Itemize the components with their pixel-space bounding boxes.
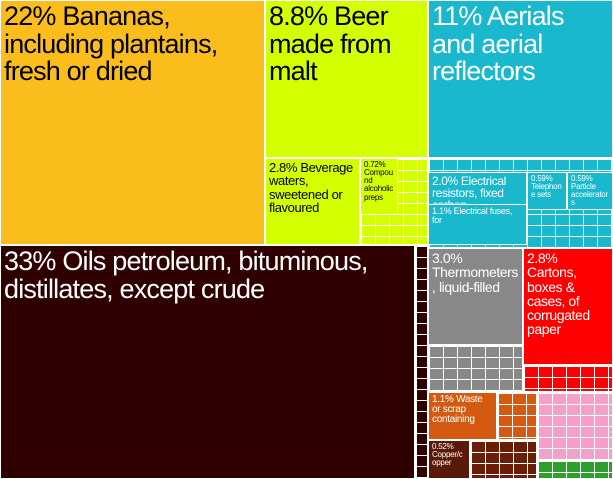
tile: 0.72% Compound alcoholic preps <box>360 158 398 215</box>
tile-label: Copper/copper <box>432 450 463 468</box>
filler <box>470 440 537 479</box>
value-label: 2.0% <box>432 174 458 188</box>
tile: 22% Bananas, including plantains, fresh … <box>0 0 265 245</box>
filler <box>523 365 613 392</box>
tile: 3.0% Thermometers, liquid-filled <box>428 248 523 345</box>
value-label: 0.59% <box>531 174 553 183</box>
tile-label: Thermometers, liquid-filled <box>432 264 518 295</box>
filler <box>428 345 523 392</box>
value-label: 11% <box>432 1 482 31</box>
value-label: 33% <box>4 246 56 276</box>
tile: 0.59% Particle accelerators <box>567 172 613 210</box>
filler <box>497 392 537 440</box>
tile-label: Cartons, boxes & cases, of corrugated pa… <box>527 264 590 338</box>
value-label: 22% <box>4 1 56 31</box>
tile-label: Beverage waters, sweetened or flavoured <box>269 160 353 215</box>
filler <box>537 392 613 460</box>
tile-label: Electrical fuses, for <box>432 206 513 226</box>
tile: 8.8% Beer made from malt <box>265 0 428 158</box>
tile: 33% Oils petroleum, bituminous, distilla… <box>0 245 415 479</box>
tile: 2.8% Cartons, boxes & cases, of corrugat… <box>523 248 613 365</box>
tile-label: Beer made from malt <box>269 1 392 87</box>
tile-label: Oils petroleum, bituminous, distillates,… <box>4 246 368 304</box>
tile: 1.1% Waste or scrap containing <box>428 392 497 440</box>
tile-label: Waste or scrap containing <box>432 394 483 426</box>
filler <box>415 245 428 479</box>
tile: 1.1% Electrical fuses, for <box>428 204 527 245</box>
tile: 0.52% Copper/copper <box>428 440 470 479</box>
value-label: 1.1% <box>432 206 452 216</box>
value-label: 0.72% <box>364 160 386 169</box>
tile-label: Bananas, including plantains, fresh or d… <box>4 1 218 87</box>
tile: 11% Aerials and aerial reflectors <box>428 0 613 158</box>
tile-label: Telephone sets <box>531 182 562 200</box>
value-label: 3.0% <box>432 250 463 266</box>
value-label: 0.52% <box>432 442 454 451</box>
value-label: 1.1% <box>432 394 454 405</box>
tile-label: Particle accelerators <box>571 182 608 208</box>
value-label: 0.59% <box>571 174 593 183</box>
tile-label: Compound alcoholic preps <box>364 168 393 202</box>
tile: 0.59% Telephone sets <box>527 172 567 210</box>
value-label: 2.8% <box>527 250 558 266</box>
tile: 2.8% Beverage waters, sweetened or flavo… <box>265 158 360 245</box>
tile-label: Aerials and aerial reflectors <box>432 1 564 87</box>
value-label: 8.8% <box>269 1 328 31</box>
filler <box>537 460 613 479</box>
value-label: 2.8% <box>269 160 298 175</box>
